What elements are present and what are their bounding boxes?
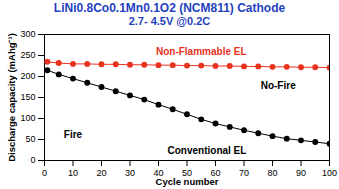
svg-text:200: 200 <box>20 71 35 81</box>
html-text:2.7- 4.5V @0.2C: 2.7- 4.5V @0.2C <box>128 15 211 27</box>
svg-text:0: 0 <box>30 155 35 165</box>
svg-text:50: 50 <box>182 167 192 178</box>
svg-text:0: 0 <box>42 168 47 178</box>
svg-text:20: 20 <box>96 168 106 178</box>
svg-text:Fire: Fire <box>64 129 83 140</box>
svg-text:50: 50 <box>25 134 35 144</box>
svg-text:Discharge capacity (mAhg⁻¹): Discharge capacity (mAhg⁻¹) <box>6 33 17 162</box>
svg-text:100: 100 <box>322 168 337 178</box>
svg-text:10: 10 <box>68 168 78 178</box>
svg-text:90: 90 <box>296 168 306 178</box>
svg-text:Cycle number: Cycle number <box>156 176 219 187</box>
svg-text:70: 70 <box>239 168 249 178</box>
svg-text:150: 150 <box>20 92 35 102</box>
svg-text:60: 60 <box>210 167 221 178</box>
svg-text:80: 80 <box>267 168 277 178</box>
svg-text:No-Fire: No-Fire <box>261 80 296 91</box>
svg-text:Conventional EL: Conventional EL <box>167 145 246 156</box>
svg-text:300: 300 <box>20 29 35 39</box>
html-text:LiNi0.8Co0.1Mn0.1O2 (NCM811) C: LiNi0.8Co0.1Mn0.1O2 (NCM811) Cathode <box>53 1 286 15</box>
svg-text:Non-Flammable EL: Non-Flammable EL <box>156 46 247 57</box>
svg-text:250: 250 <box>20 50 35 60</box>
svg-text:30: 30 <box>125 168 135 178</box>
svg-text:40: 40 <box>153 167 164 178</box>
svg-text:100: 100 <box>20 113 35 123</box>
